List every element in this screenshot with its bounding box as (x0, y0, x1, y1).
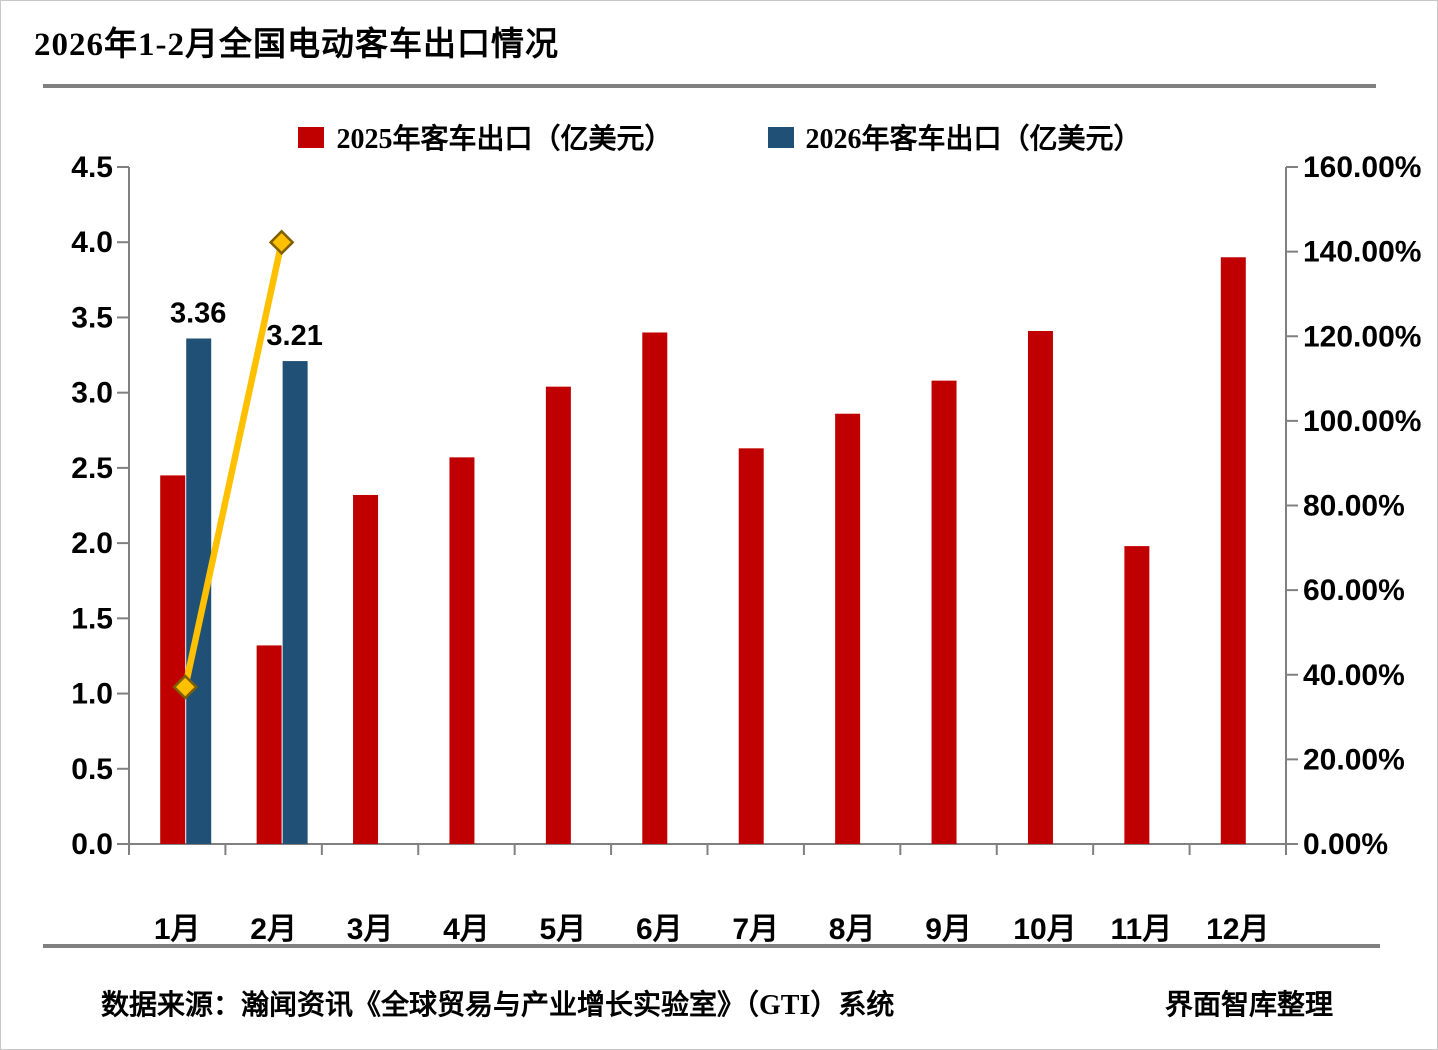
legend-label-2026: 2026年客车出口（亿美元） (805, 124, 1142, 155)
left-axis-tick-label: 4.0 (71, 226, 113, 259)
month-label: 10月 (1013, 913, 1076, 946)
bar-2025 (353, 494, 379, 844)
source-row: 数据来源：瀚闻资讯《全球贸易与产业增长实验室》（GTI）系统 界面智库整理 (101, 983, 1333, 1023)
right-axis-tick-label: 100.00% (1303, 405, 1421, 438)
bar-data-label: 3.36 (170, 298, 226, 330)
month-label: 1月 (154, 913, 201, 946)
growth-marker-diamond-icon (172, 674, 198, 700)
bar-2026 (282, 361, 308, 844)
left-axis-tick-label: 2.0 (71, 527, 113, 560)
right-axis-tick-label: 60.00% (1303, 574, 1405, 607)
right-axis-tick-label: 160.00% (1303, 151, 1421, 184)
left-axis-tick-label: 2.5 (71, 452, 113, 485)
bar-2025 (1124, 546, 1150, 844)
bar-2025 (160, 475, 186, 844)
legend-item-2026: 2026年客车出口（亿美元） (767, 117, 1142, 157)
right-axis-tick-label: 20.00% (1303, 743, 1405, 776)
month-label: 12月 (1206, 913, 1269, 946)
bar-2025 (931, 380, 957, 844)
bar-2025 (449, 457, 475, 844)
bar-2025 (738, 448, 764, 844)
left-axis-tick-label: 0.0 (71, 828, 113, 861)
bar-data-label: 3.21 (266, 320, 322, 352)
legend-swatch-2026-icon (767, 126, 794, 148)
bar-2025 (545, 386, 571, 844)
legend-swatch-2025-icon (298, 126, 325, 148)
compiler-credit-text: 界面智库整理 (1164, 990, 1333, 1021)
month-label: 8月 (829, 913, 876, 946)
left-axis-tick-label: 3.5 (71, 301, 113, 334)
month-label: 3月 (347, 913, 394, 946)
month-label: 5月 (540, 913, 587, 946)
growth-line (182, 241, 285, 688)
data-source-text: 数据来源：瀚闻资讯《全球贸易与产业增长实验室》（GTI）系统 (101, 990, 895, 1021)
month-label: 2月 (250, 913, 297, 946)
footer-separator (43, 944, 1380, 948)
right-axis-tick-label: 140.00% (1303, 236, 1421, 269)
chart-legend: 2025年客车出口（亿美元） 2026年客车出口（亿美元） (1, 117, 1437, 157)
left-axis-tick-label: 3.0 (71, 377, 113, 410)
bar-2025 (1027, 330, 1053, 844)
month-label: 9月 (925, 913, 972, 946)
bar-2025 (256, 645, 282, 844)
month-label: 7月 (732, 913, 779, 946)
month-label: 4月 (443, 913, 490, 946)
bar-2025 (1220, 257, 1246, 844)
right-axis-tick-label: 40.00% (1303, 659, 1405, 692)
bar-2025 (835, 413, 861, 844)
page-title: 2026年1-2月全国电动客车出口情况 (34, 27, 559, 63)
month-label: 11月 (1111, 913, 1173, 946)
title-separator (43, 84, 1376, 88)
right-axis-tick-label: 120.00% (1303, 320, 1421, 353)
left-axis-tick-label: 1.5 (71, 602, 113, 635)
left-axis-tick-label: 4.5 (71, 151, 113, 184)
left-axis-tick-label: 1.0 (71, 678, 113, 711)
bar-2025 (642, 332, 668, 844)
right-axis-tick-label: 0.00% (1303, 828, 1388, 861)
growth-marker-diamond-icon (268, 229, 295, 256)
left-axis-tick-label: 0.5 (71, 753, 113, 786)
right-axis-tick-label: 80.00% (1303, 490, 1405, 523)
month-label: 6月 (636, 913, 683, 946)
legend-label-2025: 2025年客车出口（亿美元） (336, 124, 673, 155)
legend-item-2025: 2025年客车出口（亿美元） (298, 117, 673, 157)
